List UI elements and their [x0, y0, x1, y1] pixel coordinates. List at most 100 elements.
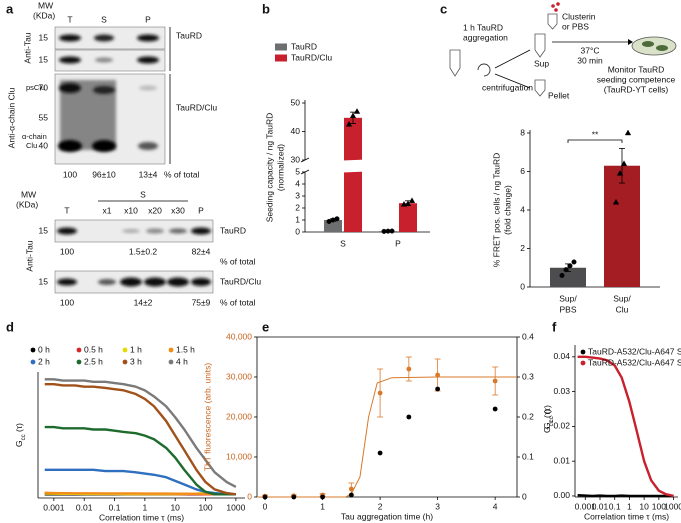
data-point	[262, 494, 268, 500]
mw-marker: 15	[39, 225, 49, 235]
bar	[604, 165, 640, 287]
x-tick-label: 1	[142, 502, 147, 512]
data-line	[577, 494, 674, 498]
y-tick-label: 0.04	[553, 351, 570, 361]
y-tick-label: 4	[520, 204, 525, 214]
y-tick-label: 50	[291, 97, 301, 107]
tube-icon	[547, 13, 558, 30]
legend-marker	[30, 347, 36, 353]
arrowhead	[628, 39, 633, 45]
band	[137, 34, 159, 42]
data-point	[435, 386, 441, 392]
data-point	[345, 120, 353, 127]
legend-marker	[76, 359, 82, 365]
scheme-text: aggregation	[463, 32, 508, 42]
data-point	[620, 160, 628, 167]
data-point	[563, 267, 569, 273]
blot-label: TauRD	[220, 225, 246, 235]
spin-icon	[477, 63, 491, 77]
axis-title-part: G	[542, 422, 552, 429]
y-tick-label: 0.03	[553, 386, 570, 396]
x-tick-label: 1000	[226, 502, 245, 512]
data-point	[492, 406, 498, 412]
lane-label: T	[64, 205, 69, 215]
data-point	[567, 263, 573, 269]
y-tick-label: 2	[295, 202, 300, 212]
band	[93, 86, 115, 94]
axis-title-part: (τ)	[542, 405, 552, 417]
axis-title-part: (τ)	[14, 423, 24, 435]
tube-icon	[534, 79, 546, 97]
legend-marker	[76, 347, 82, 353]
y-tick-label: 0.00	[553, 490, 570, 500]
band	[191, 278, 211, 286]
scheme-text: or PBS	[562, 21, 589, 31]
axis-title: Gcc (τ)	[542, 409, 554, 433]
scheme-text: 30 min	[577, 55, 603, 65]
panel-label: b	[262, 1, 270, 16]
legend-label: 3 h	[130, 356, 142, 366]
data-point	[353, 108, 361, 114]
dot-icon	[556, 2, 560, 6]
scheme-text: 1 h TauRD	[463, 22, 503, 32]
x-tick-label: 100	[652, 501, 666, 511]
y-tick-label: 3	[295, 190, 300, 200]
quantification-unit: % of total	[164, 169, 200, 179]
legend-label: 1.5 h	[176, 344, 195, 354]
axis-break	[300, 169, 310, 175]
antibody-label: Anti-α-chain Clu	[6, 87, 16, 148]
axis-title-part: cc	[549, 420, 555, 426]
x-tick-label: Sup/	[613, 293, 631, 303]
band	[191, 227, 211, 235]
axis-title-part: G	[14, 440, 24, 447]
lane-label: S	[101, 14, 107, 24]
dot-icon	[551, 4, 555, 8]
data-point	[435, 372, 441, 378]
y2-tick-label: 0	[522, 491, 527, 501]
axis-title: (normalized)	[275, 144, 285, 191]
arrow	[494, 49, 531, 69]
antibody-label: Anti-Tau	[22, 32, 32, 63]
axis-title: Gcc (τ)	[542, 405, 554, 429]
data-point	[348, 492, 354, 498]
x-tick-label: PBS	[559, 304, 576, 314]
mw-marker: 15	[39, 54, 49, 64]
legend-marker	[580, 360, 586, 366]
data-line	[44, 491, 236, 496]
legend-label: 2 h	[38, 356, 50, 366]
axis-title: Gcc (τ)	[14, 423, 26, 447]
quantification: 14±2	[134, 297, 153, 307]
legend-marker	[30, 359, 36, 365]
axis-break	[300, 157, 310, 163]
y-tick-label: 8	[520, 127, 525, 137]
y2-tick-label: 0.3	[522, 371, 534, 381]
antibody-label: Anti-Tau	[24, 240, 34, 271]
cell-icon	[642, 41, 654, 47]
scheme-text: Monitor TauRD	[608, 64, 665, 74]
scheme-text: centrifugation	[482, 82, 533, 92]
y-tick-label: 40,000	[226, 331, 252, 341]
axis-title-part: cc	[549, 416, 555, 422]
cell-icon	[656, 45, 668, 51]
lane-group: S	[140, 189, 146, 199]
data-point	[492, 378, 498, 384]
bar	[344, 117, 362, 232]
y-tick-label: 20,000	[226, 411, 252, 421]
mw-marker: 55	[39, 112, 49, 122]
lane-label: x1	[103, 205, 112, 215]
scheme-text: seeding competence	[597, 74, 676, 84]
tube-icon	[449, 49, 461, 77]
blot-label: TauRD/Clu	[176, 102, 217, 112]
band	[167, 277, 189, 287]
data-point	[377, 450, 383, 456]
axis-title-part: G	[542, 426, 552, 433]
axis-title: Seeding capacity / ng TauRD	[264, 113, 274, 222]
band-label: Clu	[26, 141, 37, 150]
mw-header: (KDa)	[16, 199, 38, 209]
x-tick-label: 0	[263, 501, 268, 511]
band	[57, 278, 77, 286]
y-tick-label: 0	[520, 281, 525, 291]
mw-header: MW	[38, 0, 53, 10]
dot-icon	[554, 8, 558, 12]
